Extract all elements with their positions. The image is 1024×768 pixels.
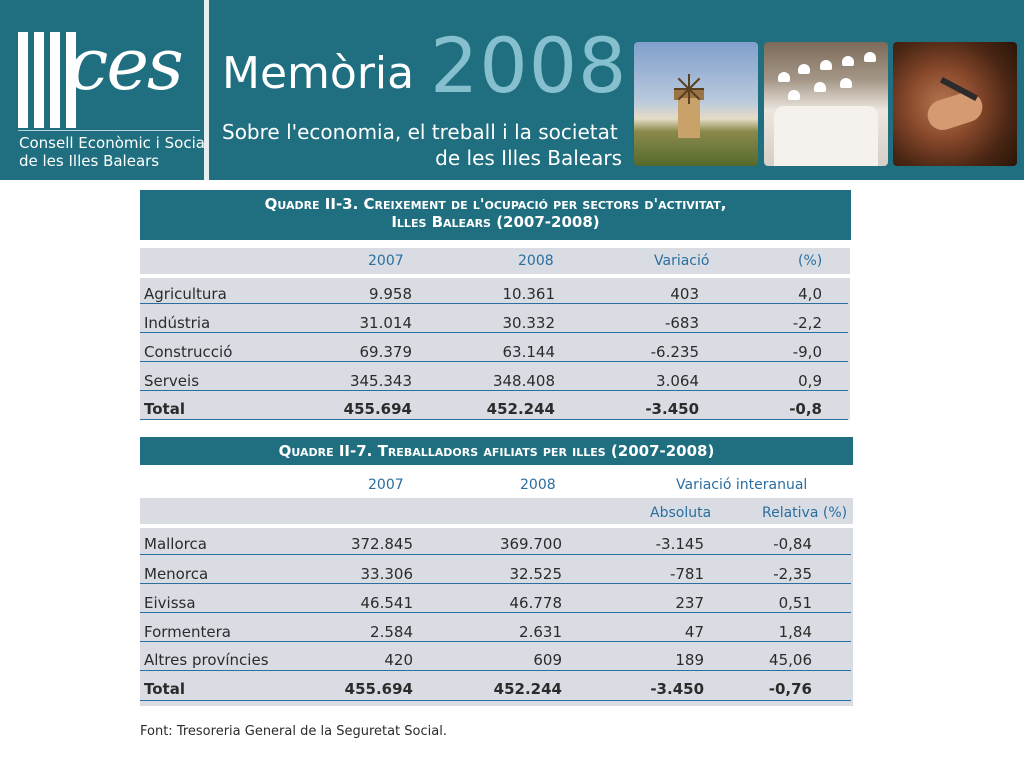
banner-divider — [204, 0, 209, 180]
table-row: Menorca 33.306 32.525 -781 -2,35 — [144, 565, 812, 583]
table-row: Serveis 345.343 348.408 3.064 0,9 — [144, 372, 822, 390]
table2-subheader-row: Absoluta Relativa (%) — [650, 505, 848, 521]
table2-header-row: 2007 2008 Variació interanual — [368, 477, 808, 493]
ces-logo-bars — [18, 32, 90, 128]
table-row: Agricultura 9.958 10.361 403 4,0 — [144, 285, 822, 303]
table2-subheader-bg — [140, 498, 853, 524]
table-row: Construcció 69.379 63.144 -6.235 -9,0 — [144, 343, 822, 361]
windmill-photo — [634, 42, 758, 166]
table1-header-row: 2007 2008 Variació (%) — [368, 253, 823, 269]
table-row: Eivissa 46.541 46.778 237 0,51 — [144, 594, 812, 612]
logo-divider — [18, 130, 200, 131]
table1-title: Quadre II-3. Creixement de l'ocupació pe… — [140, 190, 851, 240]
report-year: 2008 — [430, 21, 628, 110]
ces-logo: ces — [68, 22, 184, 106]
header-banner: ces Consell Econòmic i Social de les Ill… — [0, 0, 1024, 180]
craftsman-photo — [893, 42, 1017, 166]
table-row: Indústria 31.014 30.332 -683 -2,2 — [144, 314, 822, 332]
table-total-row: Total 455.694 452.244 -3.450 -0,76 — [144, 680, 812, 698]
cooks-photo — [764, 42, 888, 166]
table-total-row: Total 455.694 452.244 -3.450 -0,8 — [144, 400, 822, 418]
report-title: Memòria — [222, 48, 415, 99]
org-name-line2: de les Illes Balears — [19, 152, 160, 170]
table1-header-bg — [140, 248, 850, 274]
table-row: Formentera 2.584 2.631 47 1,84 — [144, 623, 812, 641]
table-row: Mallorca 372.845 369.700 -3.145 -0,84 — [144, 535, 812, 553]
report-subtitle-line1: Sobre l'economia, el treball i la societ… — [222, 120, 618, 144]
org-name-line1: Consell Econòmic i Social — [19, 134, 210, 152]
table-row: Altres províncies 420 609 189 45,06 — [144, 651, 812, 669]
table2-body-bg — [140, 528, 853, 706]
source-note: Font: Tresoreria General de la Seguretat… — [140, 724, 447, 739]
report-subtitle-line2: de les Illes Balears — [435, 146, 622, 170]
table1-body-bg — [140, 278, 850, 420]
table2-title: Quadre II-7. Treballadors afiliats per i… — [140, 437, 853, 465]
